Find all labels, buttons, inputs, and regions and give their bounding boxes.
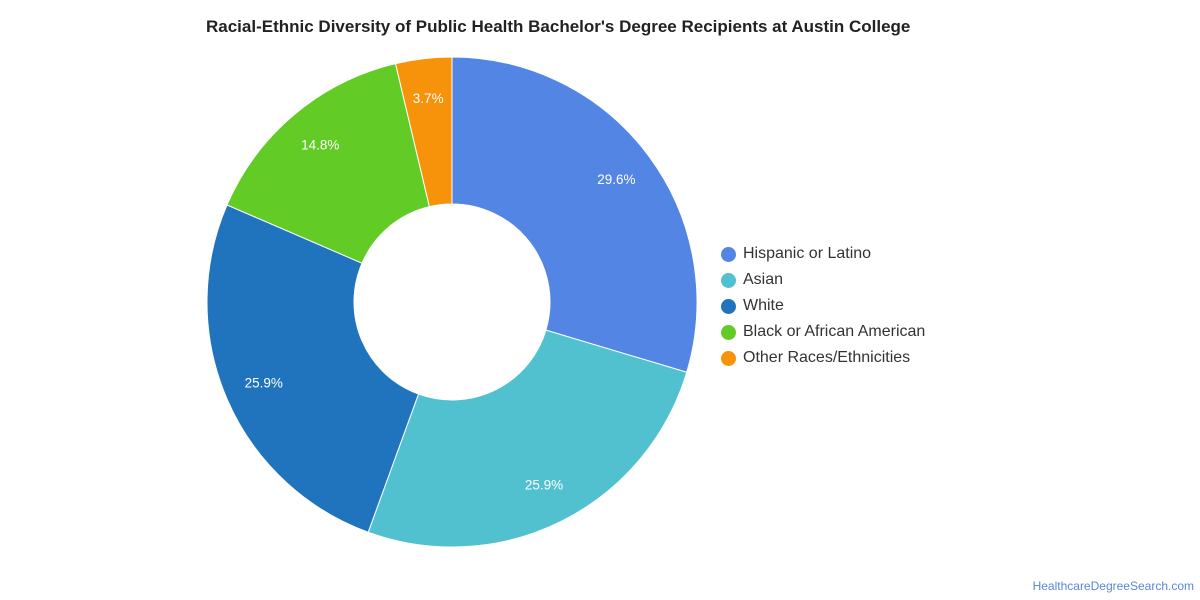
- source-credit-link[interactable]: HealthcareDegreeSearch.com: [1032, 579, 1194, 593]
- slice-black-or-african-american[interactable]: [226, 63, 431, 264]
- slice-asian[interactable]: [367, 329, 688, 548]
- legend-swatch-icon: [721, 272, 736, 288]
- chart-legend: Hispanic or Latino Asian White Black or Afr…: [721, 241, 925, 371]
- legend-item-other-races-ethnicities[interactable]: Other Races/Ethnicities: [721, 345, 925, 371]
- slice-hispanic-or-latino[interactable]: [451, 56, 698, 373]
- legend-swatch-icon: [721, 246, 736, 262]
- legend-item-asian[interactable]: Asian: [721, 267, 925, 293]
- slice-label-asian: 25.9%: [525, 478, 563, 493]
- chart-title: Racial-Ethnic Diversity of Public Health…: [206, 17, 911, 36]
- legend-swatch-icon: [721, 350, 736, 366]
- slice-label-black-or-african-american: 14.8%: [301, 137, 339, 152]
- legend-label: White: [743, 297, 784, 314]
- legend-swatch-icon: [721, 298, 736, 314]
- slice-other-races-ethnicities[interactable]: [394, 56, 453, 208]
- legend-label: Black or African American: [743, 323, 926, 340]
- legend-item-hispanic-or-latino[interactable]: Hispanic or Latino: [721, 241, 925, 267]
- legend-item-white[interactable]: White: [721, 293, 925, 319]
- slice-label-white: 25.9%: [245, 376, 283, 391]
- legend-swatch-icon: [721, 324, 736, 340]
- legend-item-black-or-african-american[interactable]: Black or African American: [721, 319, 925, 345]
- legend-label: Asian: [743, 271, 784, 288]
- slice-label-hispanic-or-latino: 29.6%: [597, 172, 635, 187]
- slice-white[interactable]: [206, 204, 420, 533]
- legend-label: Other Races/Ethnicities: [743, 349, 911, 366]
- legend-label: Hispanic or Latino: [743, 245, 872, 262]
- slice-label-other-races-ethnicities: 3.7%: [413, 91, 444, 106]
